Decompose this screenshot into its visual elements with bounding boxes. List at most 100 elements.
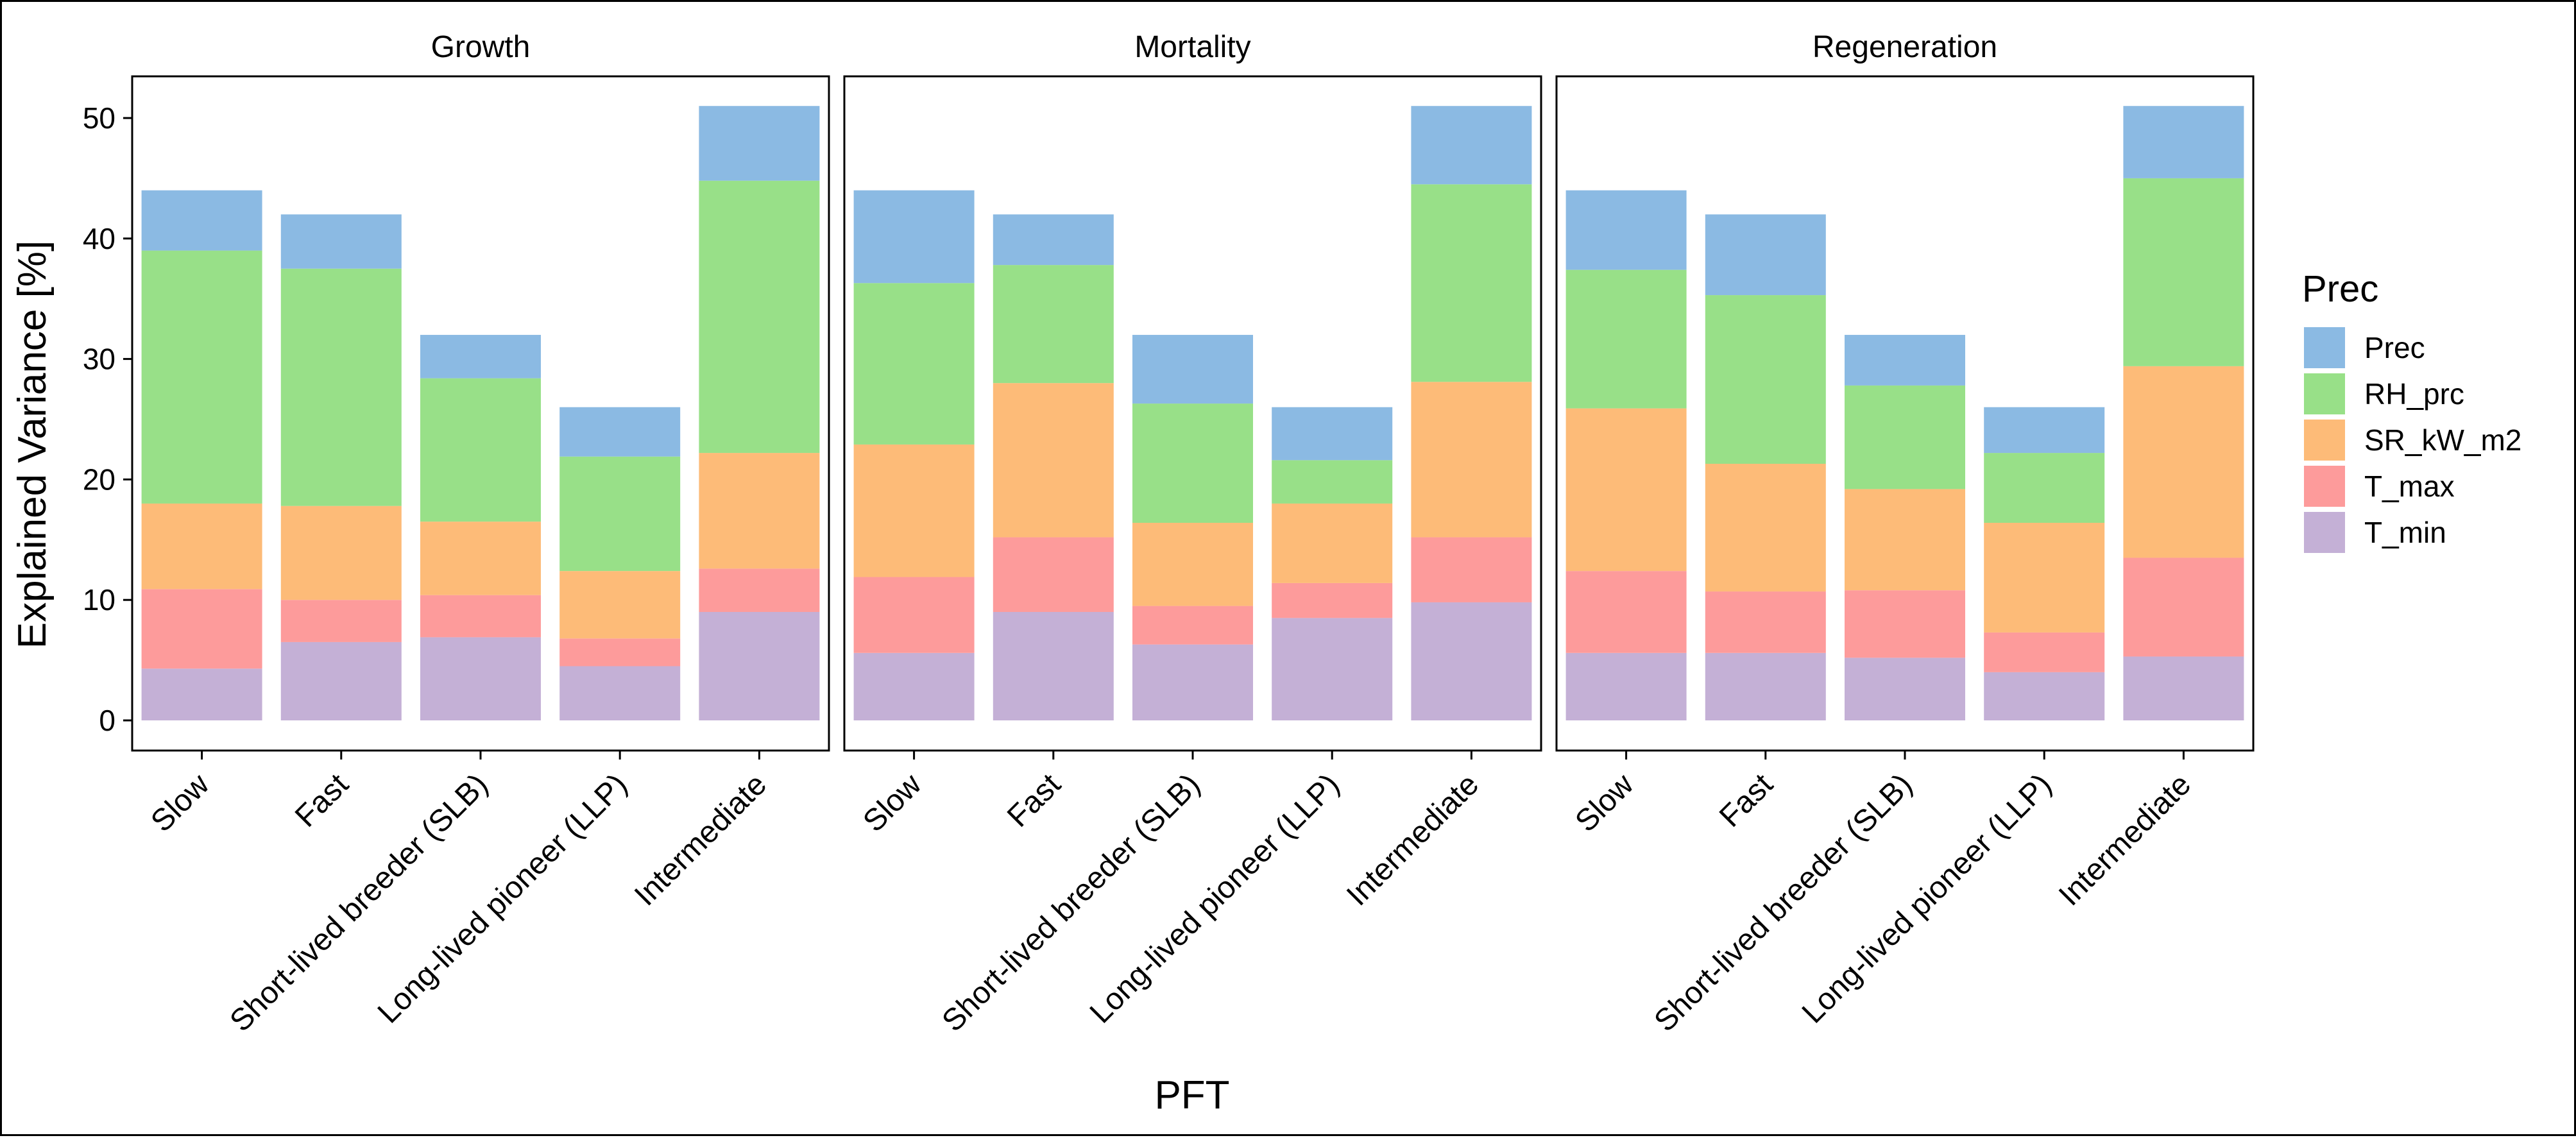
bar-segment-prec	[420, 335, 541, 378]
legend-label: RH_prc	[2364, 377, 2464, 411]
x-tick-label: Long-lived pioneer (LLP)	[1084, 767, 1346, 1030]
bar-segment-prec	[1132, 335, 1253, 404]
bar-segment-t_max	[1845, 590, 1965, 658]
bar-segment-prec	[1984, 407, 2105, 454]
bar-segment-prec	[699, 106, 820, 181]
bar-segment-t_max	[1272, 582, 1393, 618]
legend-swatch	[2304, 512, 2345, 553]
x-tick-label: Long-lived pioneer (LLP)	[371, 767, 634, 1030]
x-tick-label: Fast	[1713, 767, 1779, 833]
x-tick-label: Fast	[289, 767, 355, 833]
bar-segment-t_min	[699, 611, 820, 720]
y-axis: 0 10 20 30 40 50	[83, 101, 132, 737]
bar-segment-t_max	[853, 577, 975, 653]
bar-segment-t_min	[1845, 658, 1965, 720]
panel-title: Mortality	[1134, 30, 1250, 64]
legend-swatch	[2304, 420, 2345, 461]
x-tick-label: Short-lived breeder (SLB)	[223, 767, 494, 1038]
x-tick-label: Intermediate	[628, 767, 773, 912]
y-tick-label: 0	[99, 704, 115, 737]
bar-segment-t_min	[420, 637, 541, 720]
legend-title: Prec	[2302, 268, 2378, 310]
bar-segment-t_max	[559, 638, 681, 667]
bar-segment-t_max	[2123, 557, 2244, 657]
bar-segment-rh_prc	[1272, 460, 1393, 504]
legend-label: Prec	[2364, 331, 2425, 364]
y-tick-label: 50	[83, 101, 115, 135]
bar-segment-t_max	[280, 600, 402, 642]
bar-segment-rh_prc	[1705, 295, 1826, 464]
bar-segment-sr_kw_m2	[1705, 463, 1826, 592]
bar-segment-rh_prc	[993, 265, 1114, 384]
y-tick-label: 20	[83, 463, 115, 496]
x-tick-label: Slow	[144, 767, 216, 838]
legend-item-rh_prc: RH_prc	[2304, 373, 2464, 414]
y-tick-label: 30	[83, 343, 115, 376]
bar-segment-prec	[1411, 106, 1532, 185]
panel-border	[843, 75, 1542, 752]
bar-segment-t_min	[1272, 618, 1393, 720]
bar-segment-t_max	[993, 537, 1114, 612]
x-tick-label: Long-lived pioneer (LLP)	[1796, 767, 2058, 1030]
bar-segment-rh_prc	[1411, 184, 1532, 382]
panel-title: Regeneration	[1813, 30, 1997, 64]
bar-segment-t_max	[1565, 571, 1687, 653]
legend-items: Prec RH_prc SR_kW_m2 T_max T_min	[2304, 327, 2521, 553]
bar-segment-sr_kw_m2	[1565, 408, 1687, 572]
bar-segment-rh_prc	[420, 378, 541, 522]
bar-segment-rh_prc	[280, 268, 402, 506]
panel-title: Growth	[431, 30, 531, 64]
bar-segment-sr_kw_m2	[280, 505, 402, 600]
legend-item-t_min: T_min	[2304, 512, 2446, 553]
bar-segment-t_min	[141, 668, 262, 720]
bar-segment-t_min	[2123, 656, 2244, 720]
panel-border	[1555, 75, 2255, 752]
y-tick-label: 10	[83, 583, 115, 616]
bar-segment-t_min	[1984, 672, 2105, 720]
bar-segment-sr_kw_m2	[993, 383, 1114, 538]
bar-segment-sr_kw_m2	[853, 444, 975, 577]
x-tick-label: Intermediate	[2052, 767, 2197, 912]
bar-segment-sr_kw_m2	[559, 571, 681, 639]
x-tick-label: Intermediate	[1340, 767, 1485, 912]
bar-segment-t_min	[853, 652, 975, 720]
bar-segment-rh_prc	[1132, 403, 1253, 523]
legend-label: T_max	[2364, 470, 2455, 503]
bar-segment-rh_prc	[1845, 385, 1965, 489]
bar-segment-t_max	[1411, 537, 1532, 602]
bar-segment-rh_prc	[1565, 269, 1687, 409]
bar-segment-sr_kw_m2	[2123, 366, 2244, 558]
bar-segment-prec	[1272, 407, 1393, 461]
bar-segment-prec	[993, 214, 1114, 266]
legend-label: T_min	[2364, 516, 2446, 549]
legend: Prec Prec RH_prc SR_kW_m2 T_max T_min	[2302, 268, 2521, 553]
bar-segment-prec	[280, 214, 402, 269]
bar-segment-sr_kw_m2	[699, 453, 820, 569]
bar-segment-rh_prc	[559, 456, 681, 572]
bar-segment-t_max	[141, 589, 262, 669]
bar-segment-t_max	[1984, 632, 2105, 672]
bar-segment-rh_prc	[1984, 453, 2105, 523]
bar-segment-t_min	[993, 611, 1114, 720]
bar-segment-t_max	[1705, 591, 1826, 653]
bar-segment-t_min	[1132, 644, 1253, 720]
bar-segment-rh_prc	[699, 180, 820, 454]
legend-item-sr_kw_m2: SR_kW_m2	[2304, 420, 2521, 461]
bar-segment-prec	[1845, 335, 1965, 386]
bar-segment-sr_kw_m2	[141, 503, 262, 590]
y-tick-label: 40	[83, 222, 115, 255]
bar-segment-rh_prc	[2123, 178, 2244, 366]
bar-segment-t_max	[699, 568, 820, 612]
x-tick-label: Fast	[1001, 767, 1067, 833]
bar-segment-sr_kw_m2	[1411, 382, 1532, 538]
x-tick-label: Slow	[1569, 767, 1640, 838]
bar-segment-sr_kw_m2	[1132, 523, 1253, 606]
bar-segment-prec	[559, 407, 681, 457]
y-axis-label: Explained Variance [%]	[10, 241, 55, 649]
